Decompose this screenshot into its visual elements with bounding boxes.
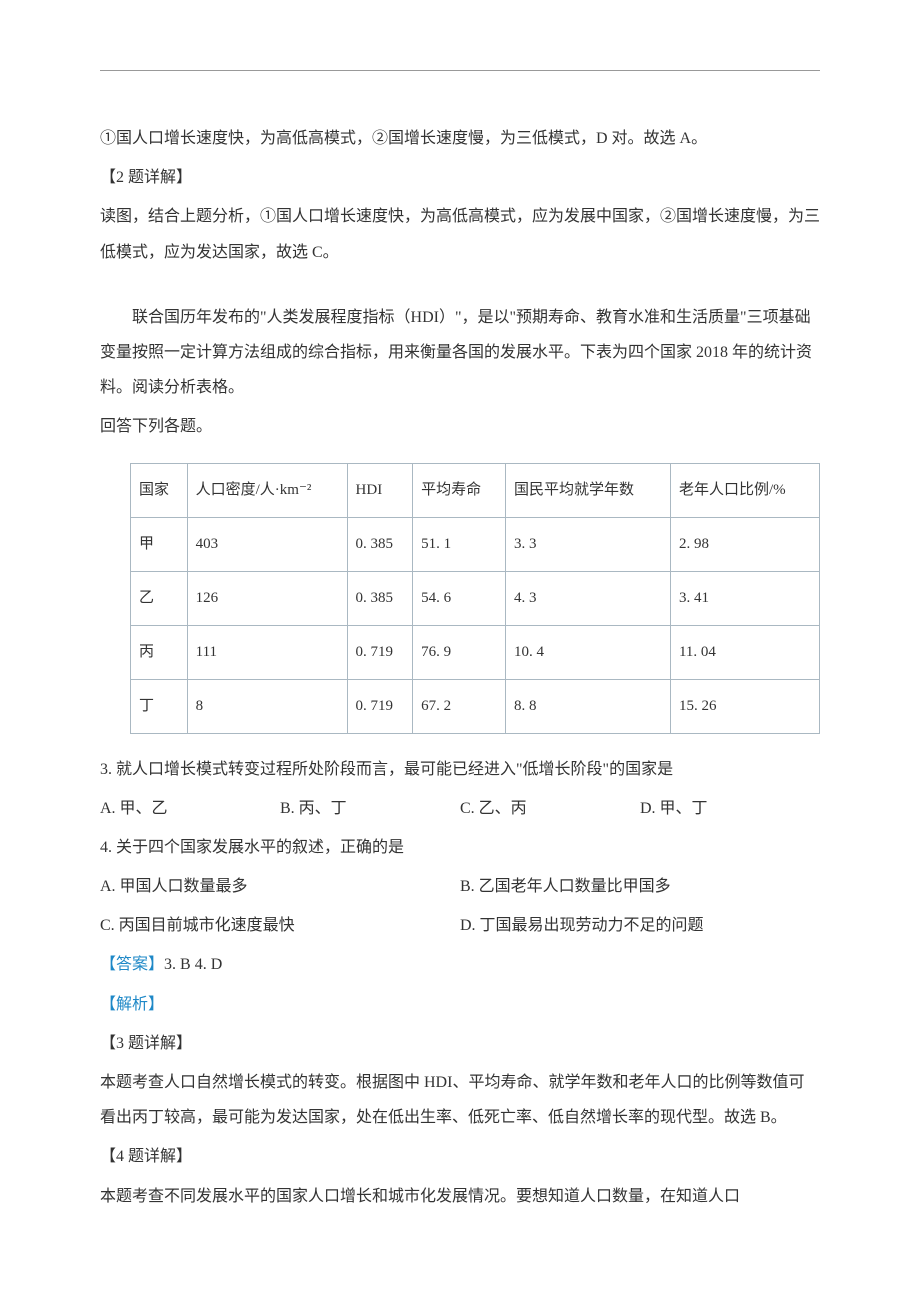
cell: 54. 6 xyxy=(413,571,506,625)
table-row: 丁 8 0. 719 67. 2 8. 8 15. 26 xyxy=(131,679,820,733)
cell: 51. 1 xyxy=(413,517,506,571)
col-elderly: 老年人口比例/% xyxy=(670,463,819,517)
cell: 11. 04 xyxy=(670,625,819,679)
q3-opt-d: D. 甲、丁 xyxy=(640,791,820,826)
cell: 8 xyxy=(187,679,347,733)
cell: 76. 9 xyxy=(413,625,506,679)
pretext-line-3: 读图，结合上题分析，①国人口增长速度快，为高低高模式，应为发展中国家，②国增长速… xyxy=(100,199,820,269)
cell: 甲 xyxy=(131,517,188,571)
q3-detail-title: 【3 题详解】 xyxy=(100,1026,820,1061)
q3-detail-body: 本题考查人口自然增长模式的转变。根据图中 HDI、平均寿命、就学年数和老年人口的… xyxy=(100,1065,820,1135)
header-divider xyxy=(100,70,820,71)
cell: 0. 719 xyxy=(347,625,413,679)
q3-stem: 3. 就人口增长模式转变过程所处阶段而言，最可能已经进入"低增长阶段"的国家是 xyxy=(100,752,820,787)
cell: 15. 26 xyxy=(670,679,819,733)
explain-label: 【解析】 xyxy=(100,987,820,1022)
q2-detail-label: 【2 题详解】 xyxy=(100,160,820,195)
answer-text: 3. B 4. D xyxy=(164,956,222,973)
table-header-row: 国家 人口密度/人·km⁻² HDI 平均寿命 国民平均就学年数 老年人口比例/… xyxy=(131,463,820,517)
q4-opt-c: C. 丙国目前城市化速度最快 xyxy=(100,908,460,943)
cell: 3. 41 xyxy=(670,571,819,625)
cell: 67. 2 xyxy=(413,679,506,733)
intro-answer-prompt: 回答下列各题。 xyxy=(100,409,820,444)
q4-detail-title: 【4 题详解】 xyxy=(100,1139,820,1174)
cell: 8. 8 xyxy=(505,679,670,733)
q3-opt-c: C. 乙、丙 xyxy=(460,791,640,826)
hdi-data-table: 国家 人口密度/人·km⁻² HDI 平均寿命 国民平均就学年数 老年人口比例/… xyxy=(130,463,820,734)
table-row: 甲 403 0. 385 51. 1 3. 3 2. 98 xyxy=(131,517,820,571)
cell: 丙 xyxy=(131,625,188,679)
q4-opt-b: B. 乙国老年人口数量比甲国多 xyxy=(460,869,820,904)
q4-opt-d: D. 丁国最易出现劳动力不足的问题 xyxy=(460,908,820,943)
q4-options-row2: C. 丙国目前城市化速度最快 D. 丁国最易出现劳动力不足的问题 xyxy=(100,908,820,943)
cell: 0. 719 xyxy=(347,679,413,733)
q4-detail-body: 本题考查不同发展水平的国家人口增长和城市化发展情况。要想知道人口数量，在知道人口 xyxy=(100,1179,820,1214)
col-schooling: 国民平均就学年数 xyxy=(505,463,670,517)
cell: 0. 385 xyxy=(347,517,413,571)
cell: 0. 385 xyxy=(347,571,413,625)
cell: 403 xyxy=(187,517,347,571)
col-hdi: HDI xyxy=(347,463,413,517)
cell: 2. 98 xyxy=(670,517,819,571)
q4-stem: 4. 关于四个国家发展水平的叙述，正确的是 xyxy=(100,830,820,865)
col-density: 人口密度/人·km⁻² xyxy=(187,463,347,517)
q3-opt-b: B. 丙、丁 xyxy=(280,791,460,826)
cell: 乙 xyxy=(131,571,188,625)
pretext-line-1: ①国人口增长速度快，为高低高模式，②国增长速度慢，为三低模式，D 对。故选 A。 xyxy=(100,121,820,156)
intro-paragraph: 联合国历年发布的"人类发展程度指标（HDI）"，是以"预期寿命、教育水准和生活质… xyxy=(100,300,820,406)
col-lifespan: 平均寿命 xyxy=(413,463,506,517)
q3-opt-a: A. 甲、乙 xyxy=(100,791,280,826)
cell: 126 xyxy=(187,571,347,625)
table-row: 乙 126 0. 385 54. 6 4. 3 3. 41 xyxy=(131,571,820,625)
cell: 4. 3 xyxy=(505,571,670,625)
answer-line: 【答案】3. B 4. D xyxy=(100,947,820,982)
table-row: 丙 111 0. 719 76. 9 10. 4 11. 04 xyxy=(131,625,820,679)
q3-options: A. 甲、乙 B. 丙、丁 C. 乙、丙 D. 甲、丁 xyxy=(100,791,820,826)
cell: 10. 4 xyxy=(505,625,670,679)
q4-opt-a: A. 甲国人口数量最多 xyxy=(100,869,460,904)
col-country: 国家 xyxy=(131,463,188,517)
answer-label: 【答案】 xyxy=(100,956,164,973)
q4-options-row1: A. 甲国人口数量最多 B. 乙国老年人口数量比甲国多 xyxy=(100,869,820,904)
cell: 丁 xyxy=(131,679,188,733)
cell: 111 xyxy=(187,625,347,679)
cell: 3. 3 xyxy=(505,517,670,571)
